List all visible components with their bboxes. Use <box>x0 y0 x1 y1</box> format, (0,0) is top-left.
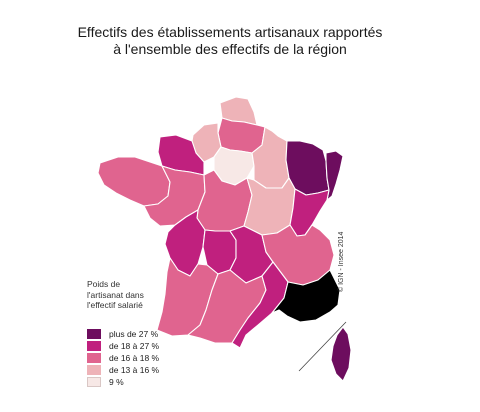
region-provence-alpes-cote-dazur <box>271 269 341 323</box>
legend-swatch-c1 <box>87 377 101 387</box>
legend-item-c2: de 13 à 16 % <box>87 364 159 376</box>
region-franche-comte <box>289 188 330 237</box>
region-alsace <box>325 150 344 201</box>
legend-swatch-c4 <box>87 341 101 351</box>
map-title: Effectifs des établissements artisanaux … <box>0 24 460 58</box>
legend-title: Poids de l'artisanat dans l'effectif sal… <box>87 279 177 311</box>
legend-item-c4: de 18 à 27 % <box>87 340 159 352</box>
legend-item-c3: de 16 à 18 % <box>87 352 159 364</box>
region-corse <box>330 326 352 382</box>
legend: plus de 27 % de 18 à 27 % de 16 à 18 % d… <box>87 328 159 388</box>
legend-label-c5: plus de 27 % <box>109 329 159 339</box>
legend-title-line-3: l'effectif salarié <box>87 300 143 310</box>
region-bretagne <box>97 156 171 207</box>
corsica-inset-separator <box>298 321 347 372</box>
map-title-line-1: Effectifs des établissements artisanaux … <box>77 24 383 40</box>
legend-label-c4: de 18 à 27 % <box>109 341 160 351</box>
legend-label-c3: de 16 à 18 % <box>109 353 160 363</box>
legend-swatch-c2 <box>87 365 101 375</box>
legend-item-c5: plus de 27 % <box>87 328 159 340</box>
legend-label-c1: 9 % <box>109 377 124 387</box>
legend-label-c2: de 13 à 16 % <box>109 365 160 375</box>
legend-swatch-c3 <box>87 353 101 363</box>
copyright-credit: © IGN - Insee 2014 <box>338 231 345 292</box>
legend-title-line-2: l'artisanat dans <box>87 289 144 300</box>
legend-title-line-1: Poids de <box>87 279 121 289</box>
legend-item-c1: 9 % <box>87 376 159 388</box>
map-title-line-2: à l'ensemble des effectifs de la région <box>113 41 347 57</box>
legend-swatch-c5 <box>87 329 101 339</box>
